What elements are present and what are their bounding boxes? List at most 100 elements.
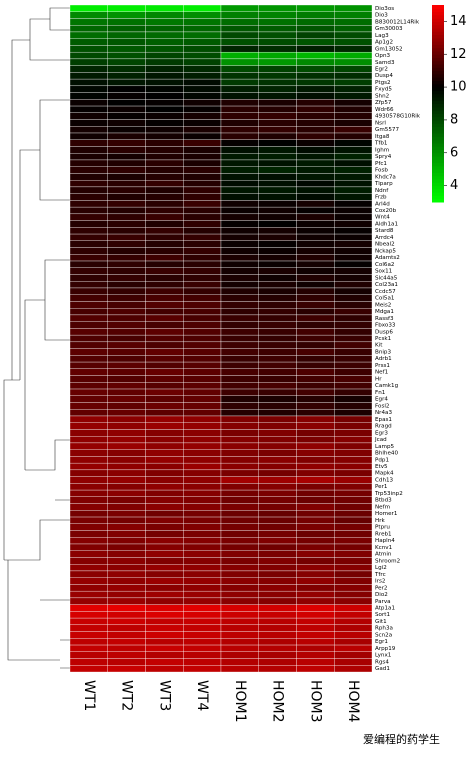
heatmap-cell — [107, 617, 146, 626]
heatmap-cell — [258, 85, 297, 93]
colorbar-segment — [432, 57, 444, 62]
heatmap-cell — [145, 469, 184, 477]
heatmap-cell — [183, 287, 222, 295]
heatmap-cell — [296, 105, 335, 113]
heatmap-cell — [220, 267, 259, 275]
heatmap-cell — [183, 51, 222, 60]
heatmap-cell — [69, 267, 108, 275]
heatmap-cell — [69, 18, 108, 26]
heatmap-cell — [220, 597, 259, 605]
heatmap-cell — [145, 456, 184, 464]
heatmap-cell — [183, 577, 222, 585]
heatmap-cell — [69, 328, 108, 336]
heatmap-cell — [107, 436, 146, 444]
heatmap-cell — [145, 530, 184, 538]
heatmap-cell — [296, 153, 335, 161]
heatmap-cell — [145, 355, 184, 363]
heatmap-cell — [107, 388, 146, 396]
heatmap-cell — [145, 254, 184, 262]
heatmap-cell — [145, 166, 184, 174]
heatmap-cell — [183, 550, 222, 558]
heatmap-cell — [107, 200, 146, 208]
heatmap-cell — [183, 213, 222, 221]
heatmap-cell — [69, 624, 108, 632]
heatmap-cell — [258, 38, 297, 46]
heatmap-cell — [258, 543, 297, 551]
heatmap-cell — [296, 395, 335, 403]
row-label: Khdc7a — [375, 174, 396, 180]
heatmap-cell — [220, 45, 259, 53]
heatmap-cell — [145, 624, 184, 632]
heatmap-cell — [107, 496, 146, 504]
heatmap-cell — [69, 112, 108, 120]
row-label: Per2 — [375, 585, 387, 591]
colorbar-segment — [432, 96, 444, 101]
heatmap-cell — [183, 45, 222, 53]
heatmap-cell — [107, 153, 146, 161]
heatmap-cell — [220, 31, 259, 39]
heatmap-cell — [69, 456, 108, 464]
heatmap-cell — [258, 301, 297, 309]
heatmap-cell — [107, 321, 146, 329]
heatmap-cell — [183, 604, 222, 612]
heatmap-cell — [220, 153, 259, 161]
heatmap-cell — [296, 112, 335, 120]
heatmap-cell — [183, 112, 222, 120]
heatmap-cell — [334, 314, 373, 322]
heatmap-cell — [296, 4, 335, 12]
heatmap-cell — [334, 530, 373, 538]
heatmap-cell — [220, 260, 259, 268]
heatmap-cell — [334, 570, 373, 578]
heatmap-cell — [296, 429, 335, 437]
heatmap-cell — [69, 58, 108, 66]
heatmap-cell — [334, 233, 373, 241]
colorbar-segment — [432, 54, 444, 59]
heatmap-cell — [296, 422, 335, 430]
heatmap-cell — [258, 429, 297, 437]
heatmap-cell — [334, 85, 373, 93]
colorbar-segment — [432, 126, 444, 131]
heatmap-cell — [69, 361, 108, 369]
heatmap-cell — [296, 78, 335, 87]
heatmap-cell — [183, 4, 222, 12]
heatmap-cell — [145, 476, 184, 484]
heatmap-cell — [183, 449, 222, 457]
heatmap-cell — [258, 422, 297, 430]
heatmap-cell — [183, 65, 222, 73]
heatmap-cell — [334, 112, 373, 120]
heatmap-cell — [107, 624, 146, 632]
heatmap-cell — [334, 665, 373, 673]
heatmap-cell — [69, 415, 108, 423]
heatmap-cell — [220, 564, 259, 572]
heatmap-cell — [334, 126, 373, 134]
heatmap-cell — [296, 355, 335, 363]
heatmap-cell — [258, 530, 297, 538]
heatmap-cell — [258, 537, 297, 545]
heatmap-cell — [69, 166, 108, 174]
row-label: Lag3 — [375, 33, 389, 39]
heatmap-cell — [107, 543, 146, 551]
row-label: Nr4a3 — [375, 410, 392, 416]
heatmap-cell — [69, 590, 108, 599]
row-label: Sort1 — [375, 612, 390, 618]
heatmap-cell — [296, 92, 335, 100]
heatmap-cell — [220, 220, 259, 228]
heatmap-cell — [145, 638, 184, 646]
heatmap-cell — [145, 45, 184, 53]
heatmap-cell — [183, 328, 222, 336]
row-label: Shn2 — [375, 93, 389, 99]
heatmap-cell — [145, 294, 184, 302]
heatmap-cell — [220, 139, 259, 147]
heatmap-cell — [145, 99, 184, 107]
heatmap-cell — [183, 638, 222, 646]
heatmap-cell — [258, 193, 297, 201]
row-label: Pfc1 — [375, 161, 387, 167]
heatmap-cell — [69, 341, 108, 349]
heatmap-cell — [69, 308, 108, 316]
row-label: Shroom2 — [375, 558, 400, 564]
colorbar-segment — [432, 192, 444, 196]
heatmap-cell — [258, 105, 297, 113]
heatmap-cell — [183, 186, 222, 194]
heatmap-cell — [258, 92, 297, 100]
heatmap-cell — [183, 18, 222, 26]
